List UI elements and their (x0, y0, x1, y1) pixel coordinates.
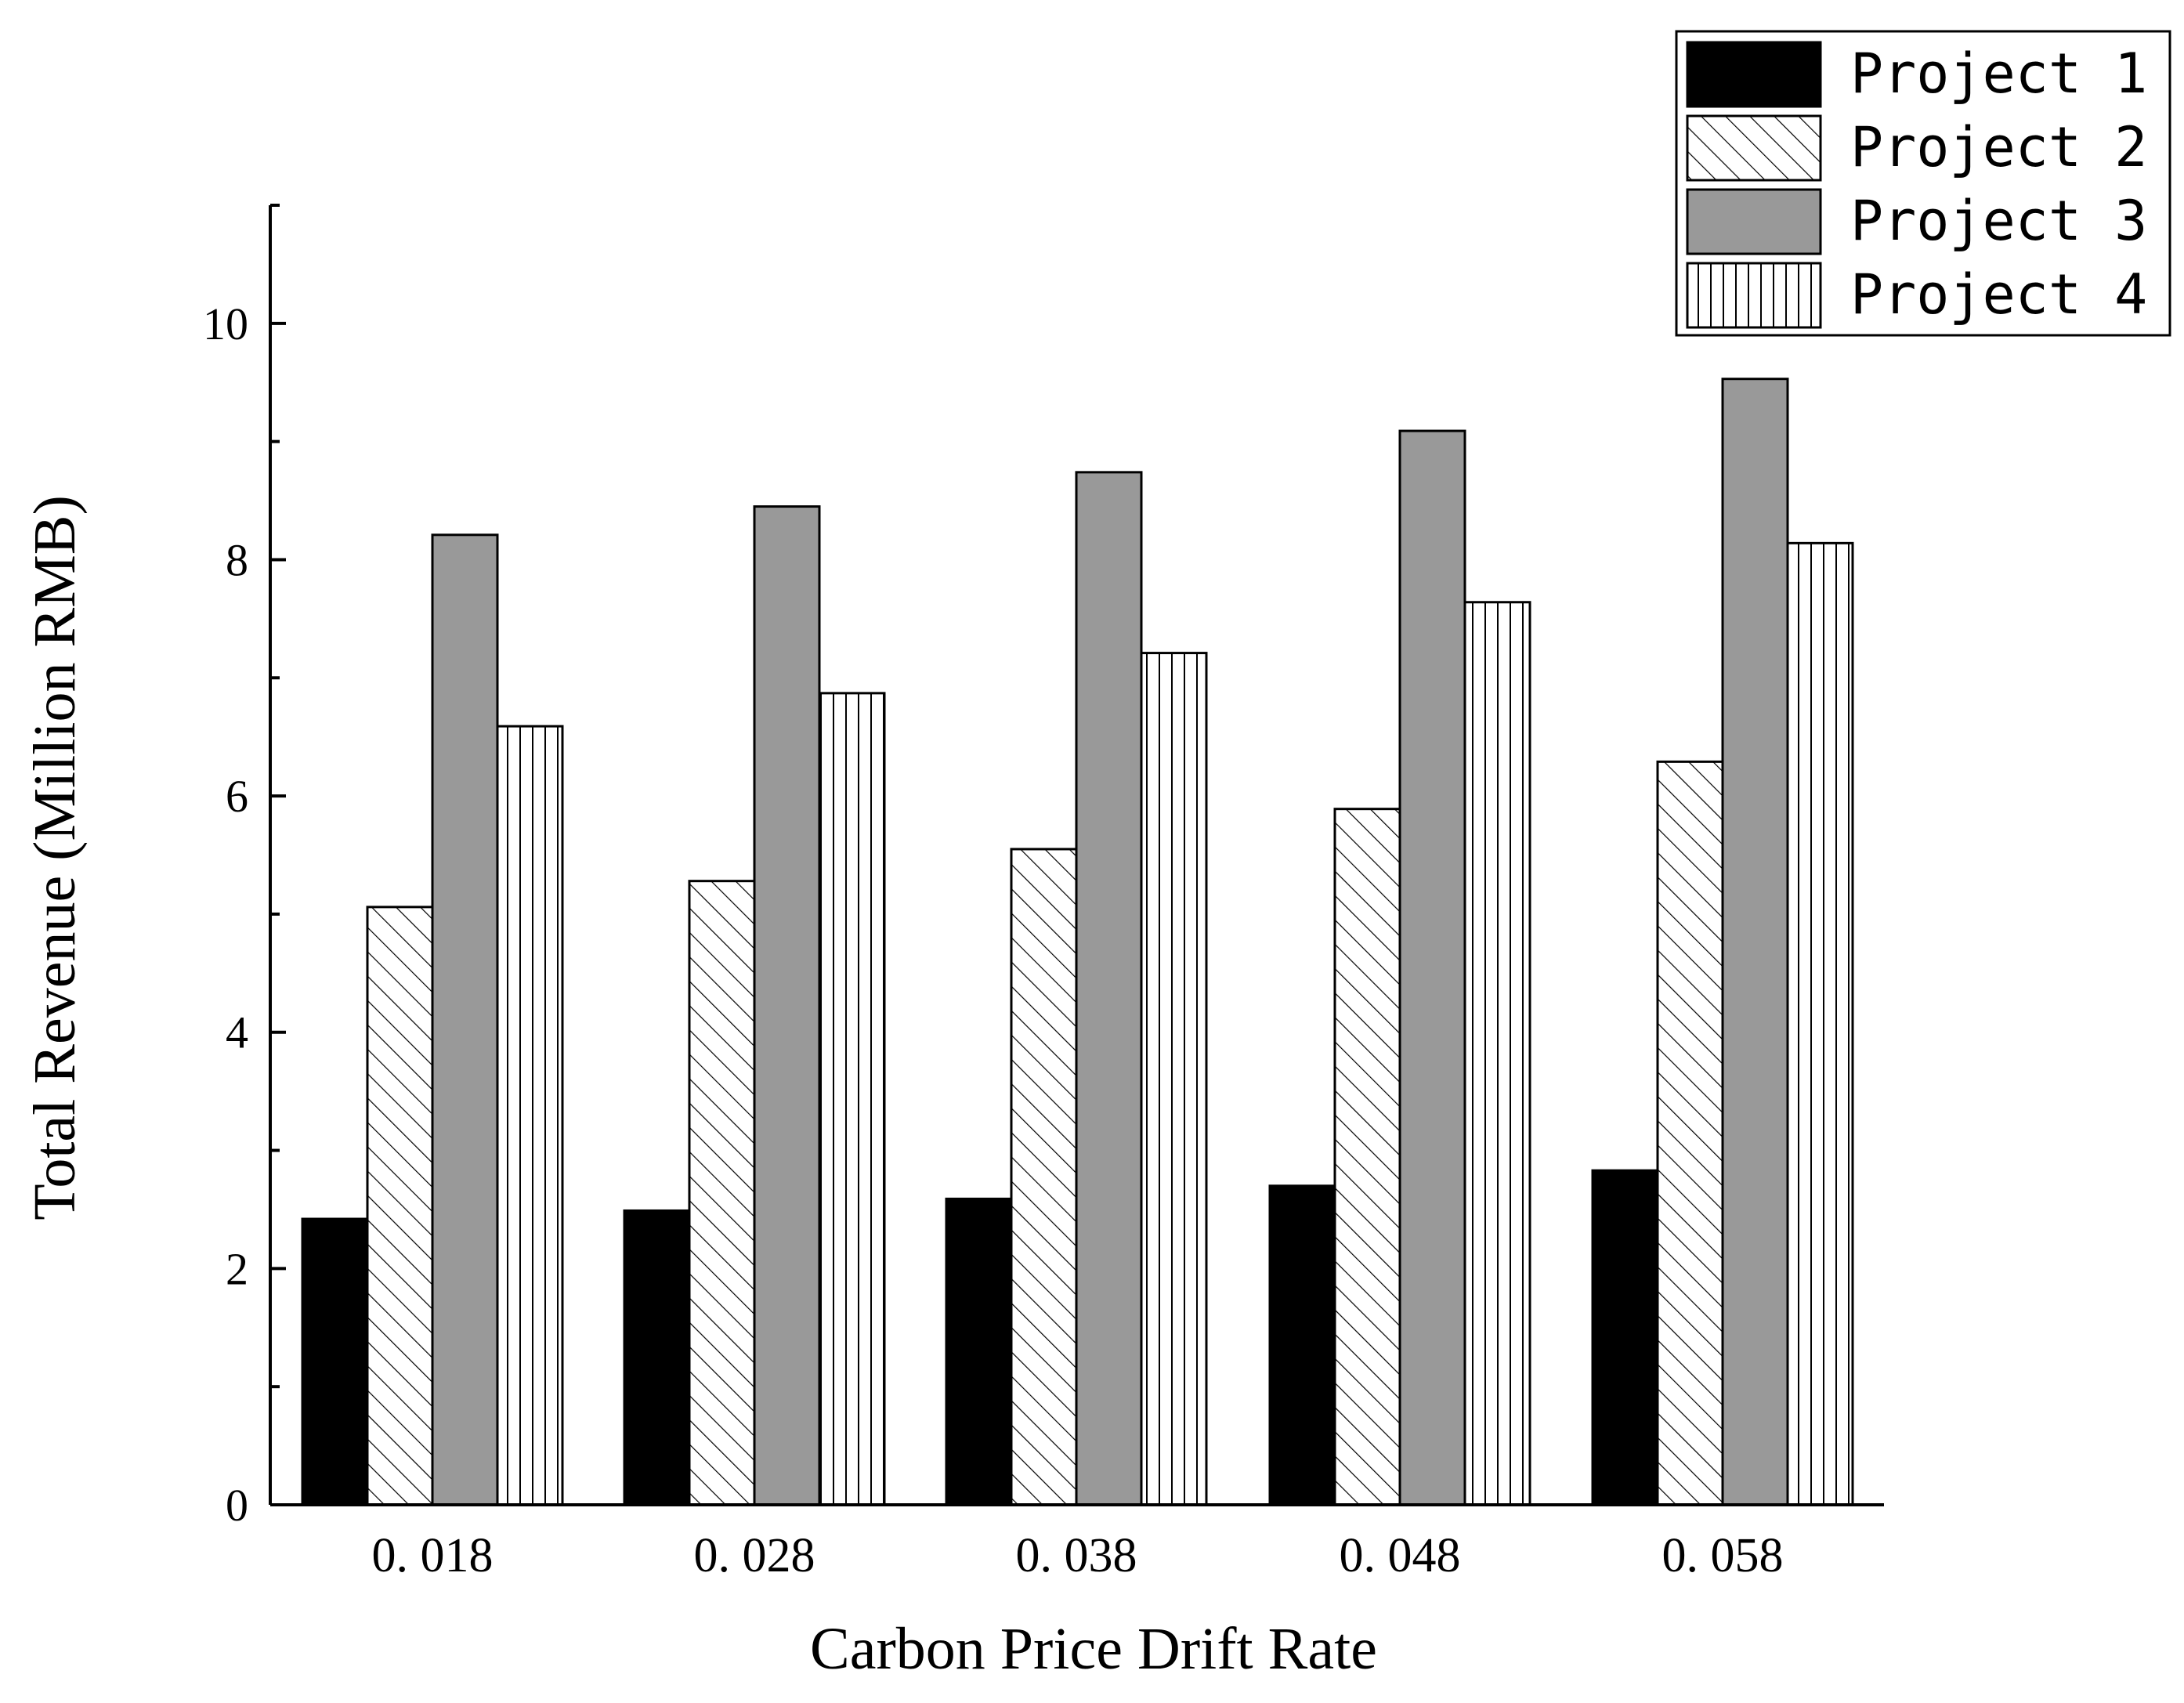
x-ticks: 0. 018 0. 028 0. 038 0. 048 0. 058 (372, 1529, 1784, 1582)
x-tick-label: 0. 028 (694, 1529, 815, 1582)
bar-project-2-1 (366, 906, 434, 1506)
bar-project-3-2 (753, 505, 821, 1506)
legend-label: Project 3 (1850, 189, 2147, 253)
bar-project-1-5 (1591, 1169, 1659, 1506)
bar-project-4-4 (1463, 601, 1531, 1506)
legend-label: Project 4 (1850, 262, 2147, 327)
bar-project-4-1 (496, 725, 564, 1506)
x-tick-label: 0. 048 (1340, 1529, 1461, 1582)
bars-layer (301, 378, 1854, 1506)
y-tick-label: 6 (226, 771, 248, 822)
legend-items: Project 1 Project 2 Project 3 Project 4 (1686, 41, 2147, 329)
x-tick-label: 0. 038 (1016, 1529, 1137, 1582)
legend-swatch (1686, 114, 1822, 182)
y-tick-label: 8 (226, 534, 248, 585)
bar-project-3-4 (1398, 429, 1466, 1506)
legend-swatch (1686, 188, 1822, 255)
bar-project-1-1 (301, 1217, 369, 1506)
y-tick-label: 2 (226, 1243, 248, 1294)
axes: 0 2 4 6 8 10 0. 018 0. 028 0. 038 0. 048 0. 058 (203, 204, 1884, 1582)
y-tick-label: 4 (226, 1007, 248, 1058)
x-tick-label: 0. 018 (372, 1529, 494, 1582)
x-tick-label: 0. 058 (1662, 1529, 1784, 1582)
bar-project-1-3 (945, 1197, 1013, 1506)
bar-project-2-5 (1656, 760, 1724, 1506)
bar-project-4-2 (818, 692, 886, 1506)
x-axis-title: Carbon Price Drift Rate (810, 1616, 1377, 1682)
bar-project-3-5 (1721, 378, 1789, 1506)
bar-project-4-5 (1786, 541, 1854, 1506)
bar-project-3-1 (431, 533, 499, 1506)
legend-swatch (1686, 41, 1822, 108)
legend-swatch (1686, 262, 1822, 329)
bar-project-3-3 (1075, 471, 1143, 1506)
bar-project-2-2 (688, 880, 756, 1506)
y-axis-title: Total Revenue (Million RMB) (22, 495, 88, 1220)
y-tick-label: 10 (203, 298, 248, 349)
bar-project-4-3 (1140, 652, 1208, 1506)
legend-label: Project 1 (1850, 42, 2147, 106)
y-tick-label: 0 (226, 1480, 248, 1531)
legend-label: Project 2 (1850, 115, 2147, 179)
y-ticks: 0 2 4 6 8 10 (203, 204, 286, 1531)
legend: Project 1 Project 2 Project 3 Project 4 (1675, 30, 2171, 337)
bar-project-1-2 (623, 1209, 691, 1506)
bar-project-2-4 (1333, 808, 1401, 1506)
bar-project-1-4 (1268, 1184, 1336, 1506)
bar-project-2-3 (1010, 848, 1078, 1506)
